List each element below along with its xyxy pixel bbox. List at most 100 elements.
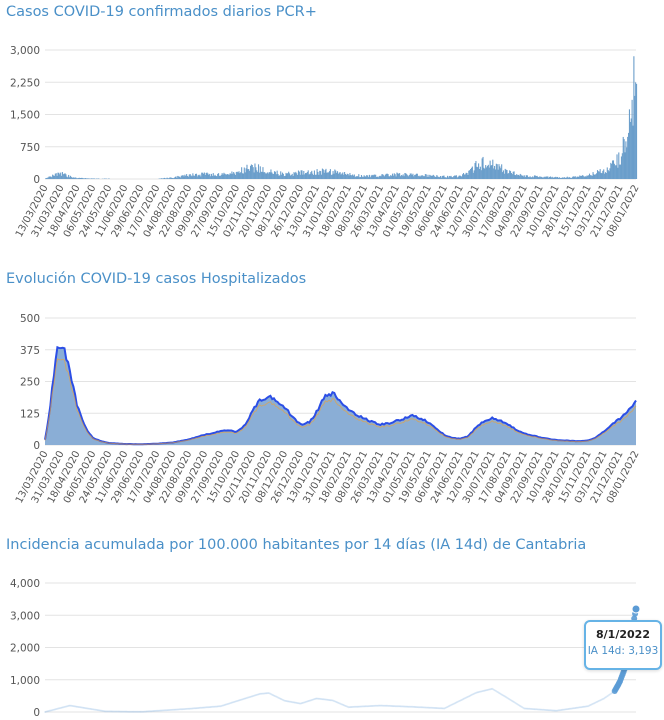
cases-bar	[50, 176, 52, 179]
cases-bar	[365, 176, 367, 179]
hospital-chart[interactable]: 500375250125013/03/202031/03/202018/04/2…	[0, 265, 664, 520]
cases-bar	[458, 175, 460, 179]
incidence-point	[478, 690, 481, 693]
incidence-point	[338, 702, 341, 705]
incidence-point	[361, 705, 364, 708]
incidence-point	[514, 701, 517, 704]
incidence-point	[392, 705, 395, 708]
y-tick-label: 1,000	[10, 675, 40, 687]
cases-bar	[257, 164, 260, 179]
incidence-point	[468, 695, 471, 698]
incidence-point	[174, 708, 177, 711]
cases-bar	[599, 169, 601, 179]
cases-bar	[189, 174, 191, 179]
incidence-point	[525, 707, 527, 710]
incidence-point	[265, 692, 267, 695]
incidence-point	[232, 701, 235, 704]
incidence-point	[124, 710, 127, 713]
cases-bar	[539, 176, 541, 179]
cases-bar	[513, 171, 515, 179]
incidence-point	[251, 695, 254, 698]
cases-bar	[531, 177, 533, 179]
cases-bar	[543, 176, 545, 179]
cases-bar	[579, 175, 581, 179]
incidence-point	[186, 707, 189, 710]
incidence-point	[186, 707, 188, 710]
incidence-point	[141, 710, 144, 713]
cases-bar	[185, 175, 187, 179]
incidence-point	[205, 706, 208, 709]
cases-bar	[200, 176, 202, 179]
cases-bar	[265, 173, 268, 179]
cases-bar	[346, 173, 348, 179]
cases-bar	[68, 177, 71, 179]
cases-bar	[364, 176, 366, 179]
cases-bar	[256, 170, 258, 179]
cases-bar	[262, 167, 264, 179]
cases-bar	[625, 141, 627, 179]
incidence-point	[288, 700, 290, 703]
incidence-point	[586, 705, 589, 708]
cases-bar	[287, 173, 289, 179]
cases-bar	[564, 177, 566, 179]
incidence-point	[202, 706, 204, 709]
incidence-point	[452, 703, 455, 706]
incidence-point	[610, 692, 613, 695]
cases-bar	[606, 167, 608, 179]
cases-bar	[160, 178, 162, 179]
incidence-point	[314, 697, 317, 700]
cases-bar	[372, 175, 374, 179]
cases-bar	[375, 174, 377, 179]
incidence-point	[208, 706, 211, 709]
incidence-point	[77, 706, 80, 708]
incidence-point	[54, 708, 57, 711]
incidence-point	[161, 709, 164, 712]
cases-bar	[428, 176, 430, 179]
cases-bar	[403, 176, 405, 179]
incidence-point	[238, 699, 241, 702]
cases-bar	[592, 172, 594, 179]
incidence-point	[110, 710, 113, 713]
cases-bar	[217, 173, 219, 179]
y-tick-label: 2,250	[10, 77, 40, 89]
cases-bar	[577, 176, 579, 179]
cases-bar	[207, 173, 209, 179]
incidence-point	[169, 709, 172, 711]
incidence-point	[98, 709, 101, 712]
incidence-point	[223, 704, 226, 707]
incidence-point	[430, 706, 432, 709]
incidence-point	[504, 695, 507, 698]
incidence-point	[261, 692, 264, 695]
cases-bar	[74, 178, 76, 179]
cases-bar	[614, 165, 616, 179]
cases-chart[interactable]: 3,0002,2501,500750013/03/202031/03/20201…	[0, 0, 664, 265]
cases-bar	[244, 172, 246, 179]
cases-bar	[468, 170, 470, 179]
cases-bar	[226, 174, 228, 179]
incidence-point	[523, 707, 526, 710]
cases-bar	[163, 177, 166, 179]
incidence-point	[304, 700, 307, 703]
cases-bar	[376, 176, 378, 179]
cases-bar	[455, 175, 457, 179]
cases-bar	[362, 176, 364, 179]
cases-bar	[415, 174, 417, 179]
incidence-point	[250, 695, 253, 698]
cases-bar	[186, 176, 189, 179]
incidence-point	[545, 709, 548, 711]
incidence-point	[597, 700, 600, 702]
cases-bar	[52, 175, 55, 179]
incidence-point	[567, 708, 570, 710]
cases-bar	[445, 177, 447, 179]
cases-bar	[331, 174, 333, 179]
cases-bar	[417, 176, 419, 179]
incidence-point	[135, 710, 138, 713]
incidence-point	[103, 710, 106, 713]
cases-bar	[76, 178, 78, 179]
incidence-point	[166, 709, 169, 712]
cases-bar	[212, 173, 214, 179]
incidence-chart[interactable]: 4,000 3,000 2,000 1,000 0	[0, 520, 664, 720]
incidence-point	[444, 707, 447, 709]
cases-bar	[596, 173, 598, 179]
cases-bar	[628, 109, 630, 179]
